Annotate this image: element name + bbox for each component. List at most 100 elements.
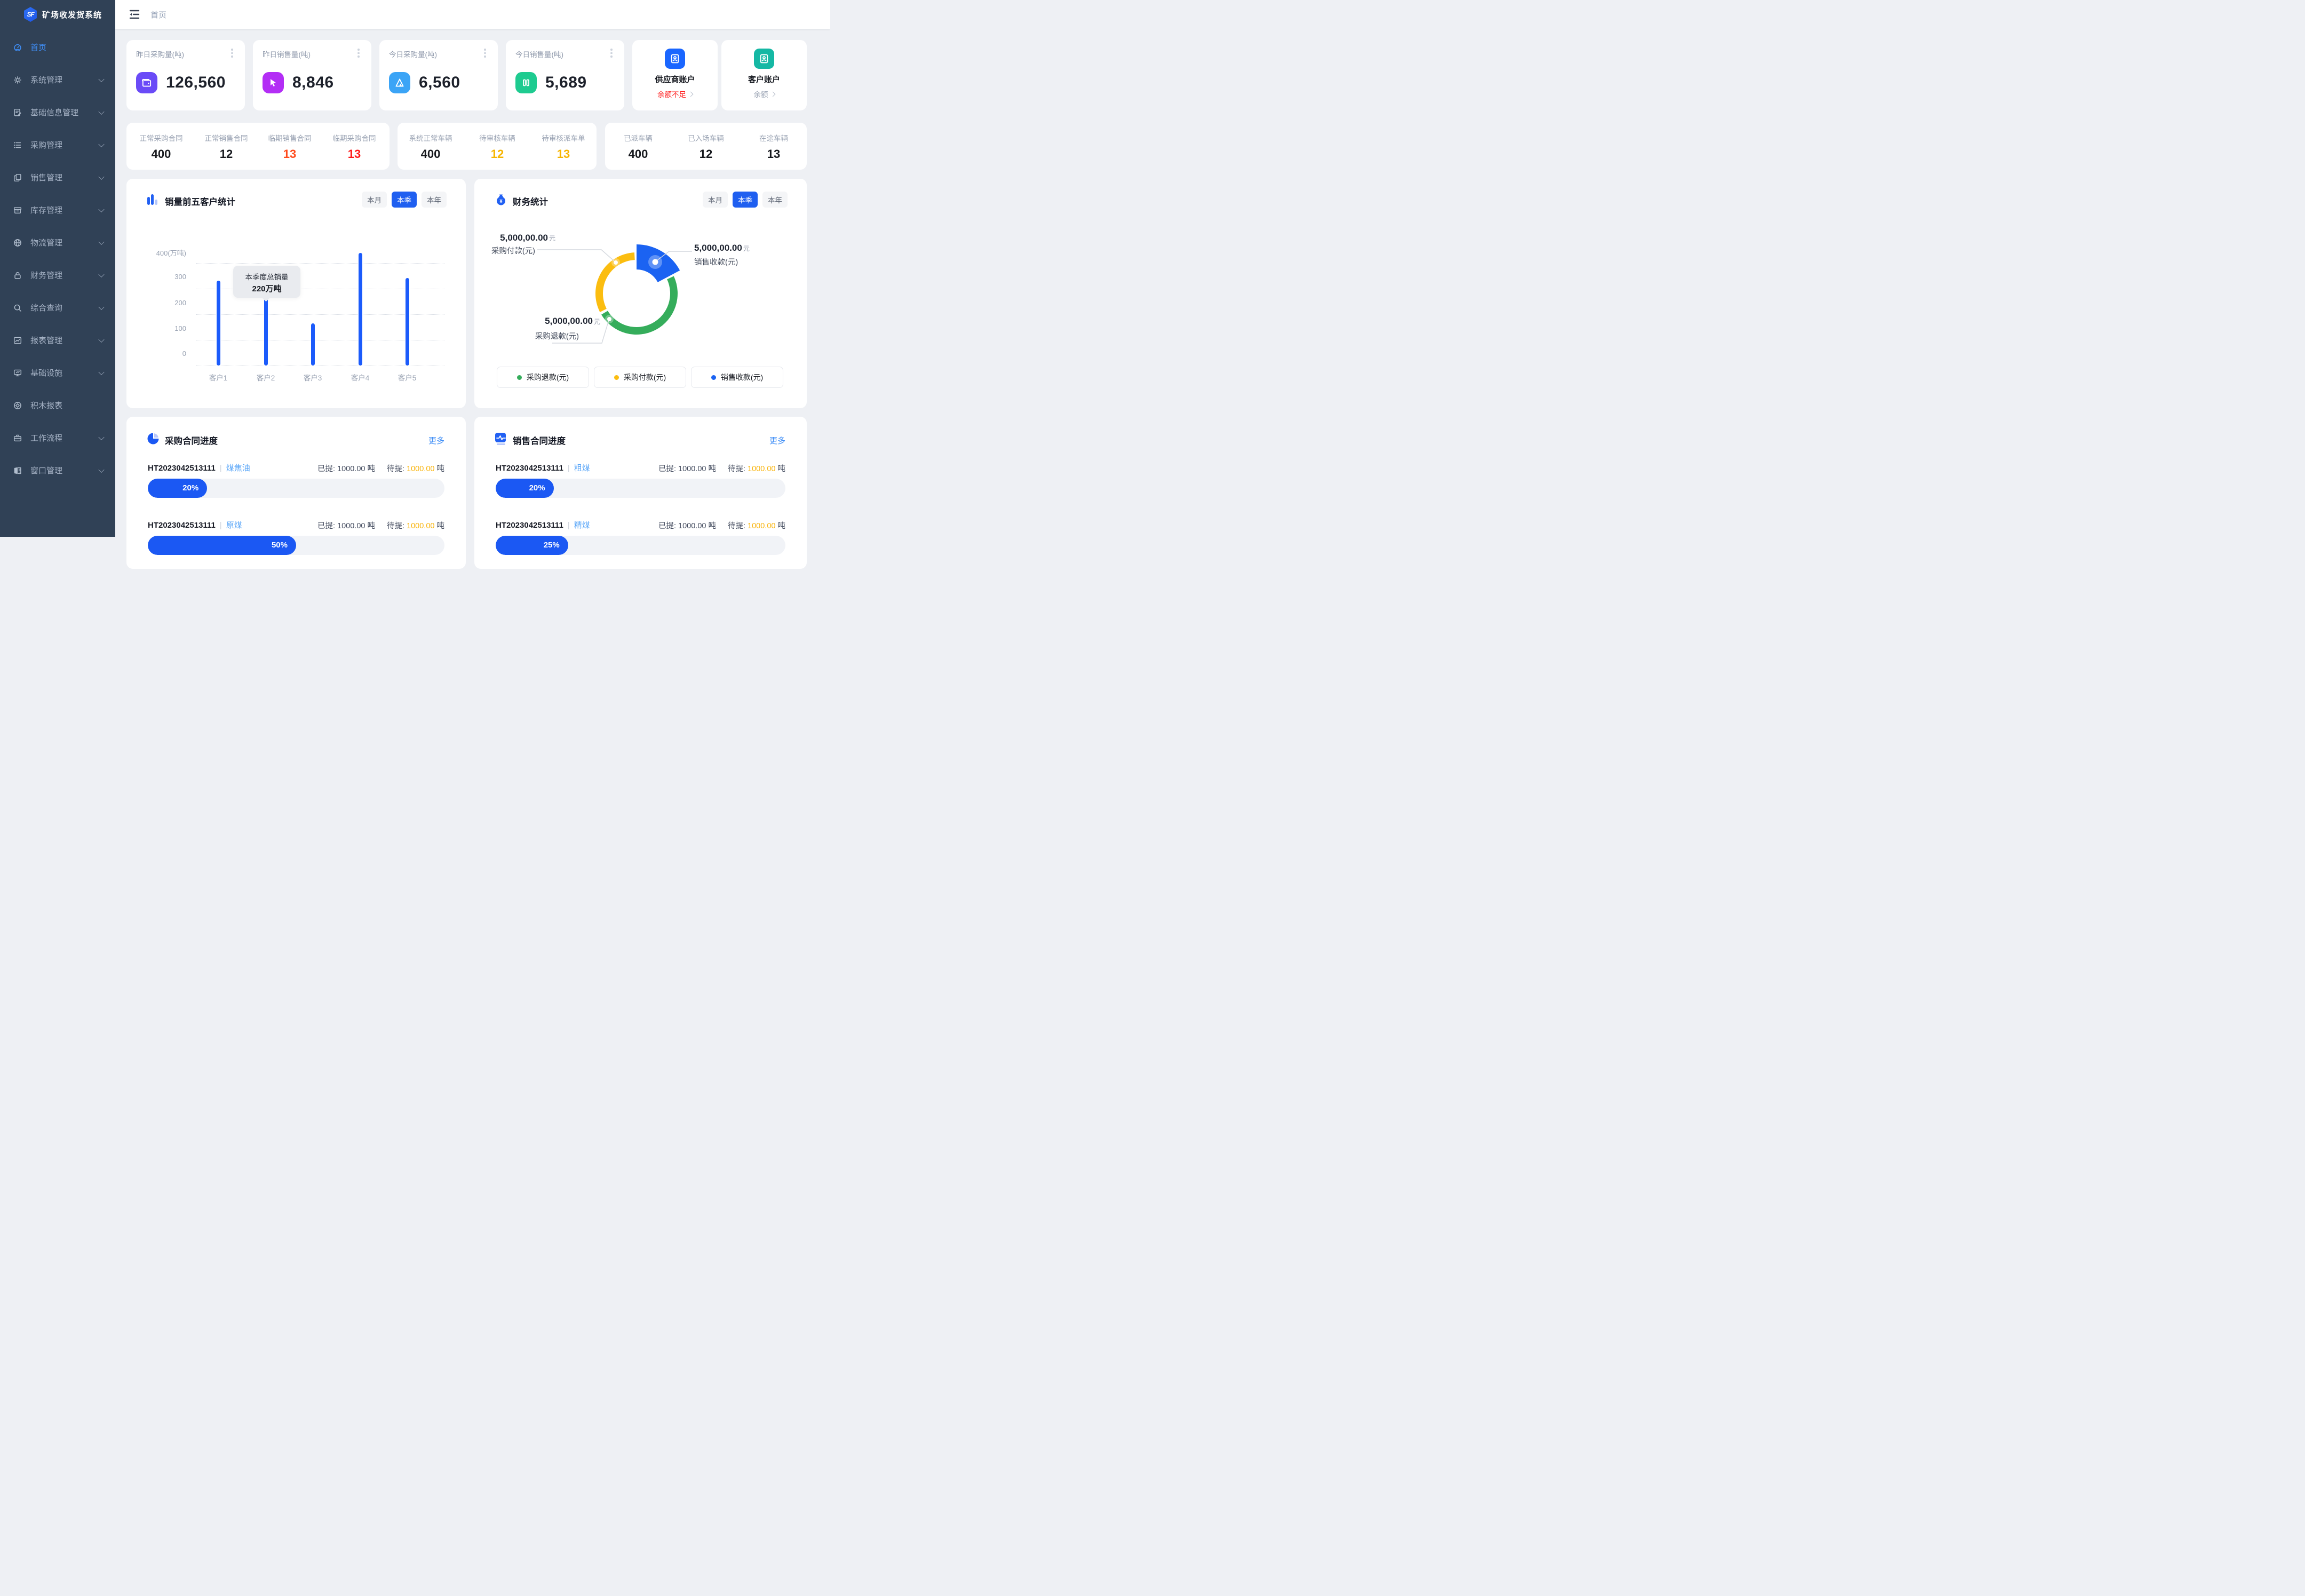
metric-card-today-purchase: 今日采购量(吨) 6,560	[379, 40, 498, 110]
progress-fill: 50%	[148, 536, 296, 555]
sidebar-item-query[interactable]: 综合查询	[0, 291, 115, 324]
sidebar-item-infrastructure[interactable]: 基础设施	[0, 356, 115, 389]
app-title: 矿场收发货系统	[42, 10, 102, 20]
y-axis-tick: 300	[174, 273, 186, 281]
bar-客户2[interactable]	[264, 298, 268, 366]
bar-客户4[interactable]	[358, 253, 362, 366]
contract-no: HT2023042513111	[496, 521, 563, 530]
more-link[interactable]: 更多	[769, 436, 785, 446]
stat-value: 12	[219, 147, 233, 161]
chevron-down-icon	[98, 304, 105, 310]
kebab-menu-icon[interactable]	[354, 49, 363, 59]
product-link[interactable]: 煤焦油	[226, 464, 250, 473]
pulse-chart-icon	[495, 432, 507, 445]
app-logo: SF 矿场收发货系统	[0, 0, 115, 29]
legend-item-pay[interactable]: 采购付款(元)	[594, 367, 686, 388]
progress-fill: 25%	[496, 536, 568, 555]
tab-quarter[interactable]: 本季	[392, 192, 417, 208]
metric-title: 今日采购量(吨)	[389, 51, 437, 59]
stat-value: 12	[490, 147, 504, 161]
account-title: 客户账户	[748, 75, 780, 84]
supplier-account-card[interactable]: 供应商账户 余额不足	[632, 40, 718, 110]
progress-bar: 25%	[496, 536, 785, 555]
chevron-down-icon	[98, 76, 105, 82]
contract-row: HT2023042513111 | 原煤 已提: 1000.00 吨待提: 1000…	[148, 521, 444, 530]
sidebar-item-window[interactable]: 窗口管理	[0, 454, 115, 487]
stat-label: 正常销售合同	[204, 134, 248, 142]
sidebar-item-finance[interactable]: 财务管理	[0, 259, 115, 291]
pause-bars-icon	[515, 72, 537, 93]
tab-year[interactable]: 本年	[762, 192, 788, 208]
stat-label: 待审核车辆	[479, 134, 515, 142]
window-icon	[13, 466, 22, 475]
legend-item-receive[interactable]: 销售收款(元)	[691, 367, 783, 388]
sidebar-item-workflow[interactable]: 工作流程	[0, 422, 115, 454]
chevron-down-icon	[98, 206, 105, 212]
more-link[interactable]: 更多	[428, 436, 444, 446]
kebab-menu-icon[interactable]	[481, 49, 489, 59]
wallet-icon	[136, 72, 157, 93]
tab-year[interactable]: 本年	[422, 192, 447, 208]
kebab-menu-icon[interactable]	[607, 49, 616, 59]
dashboard-icon	[13, 43, 22, 52]
cursor-icon	[263, 72, 284, 93]
sidebar-item-sales[interactable]: 销售管理	[0, 161, 115, 194]
chart-title: 销量前五客户统计	[165, 197, 235, 207]
sidebar-item-home[interactable]: 首页	[0, 31, 115, 63]
tab-month[interactable]: 本月	[703, 192, 728, 208]
monitor-icon	[13, 368, 22, 378]
stat-value: 13	[347, 147, 361, 161]
sidebar-item-reports[interactable]: 报表管理	[0, 324, 115, 356]
product-link[interactable]: 原煤	[226, 521, 242, 530]
kebab-menu-icon[interactable]	[228, 49, 236, 59]
stat-label: 待审核派车单	[542, 134, 585, 142]
sidebar-item-logistics[interactable]: 物流管理	[0, 226, 115, 259]
card-title: 采购合同进度	[165, 436, 218, 446]
bar-chart-icon	[147, 193, 160, 206]
stat-value: 400	[151, 147, 171, 161]
finance-stats-card: ¥ 财务统计 本月 本季 本年 5,000,00.00 元 采购付款(元) 5,0…	[474, 179, 807, 408]
account-status: 余额	[753, 91, 768, 99]
sidebar-item-jimu-report[interactable]: 积木报表	[0, 389, 115, 422]
topbar: 首页	[115, 0, 830, 29]
chart-title: 财务统计	[513, 197, 548, 207]
receive-label: 销售收款(元)	[694, 258, 738, 267]
gear-icon	[13, 75, 22, 85]
account-status: 余额不足	[657, 91, 686, 99]
bar-客户5[interactable]	[405, 278, 409, 366]
chevron-down-icon	[98, 466, 105, 473]
stat-value: 13	[767, 147, 781, 161]
menu-fold-icon[interactable]	[128, 8, 141, 21]
search-icon	[13, 303, 22, 313]
progress-bar: 20%	[148, 479, 444, 498]
x-axis-tick: 客户2	[256, 374, 275, 382]
y-axis-tick: 0	[182, 350, 186, 358]
vehicle-summary-card: 系统正常车辆 400 待审核车辆 12 待审核派车单 13	[398, 123, 597, 170]
sidebar-item-inventory[interactable]: 库存管理	[0, 194, 115, 226]
product-link[interactable]: 粗煤	[574, 464, 590, 473]
metric-card-yesterday-purchase: 昨日采购量(吨) 126,560	[126, 40, 245, 110]
product-link[interactable]: 精煤	[574, 521, 590, 530]
globe-icon	[13, 238, 22, 248]
metric-card-today-sales: 今日销售量(吨) 5,689	[506, 40, 624, 110]
pie-chart-icon	[147, 432, 160, 445]
customer-account-card[interactable]: 客户账户 余额	[721, 40, 807, 110]
breadcrumb[interactable]: 首页	[150, 11, 167, 20]
id-badge-icon	[665, 49, 685, 69]
bar-客户3[interactable]	[311, 323, 315, 366]
legend-item-refund[interactable]: 采购退款(元)	[497, 367, 589, 388]
sidebar-item-base-info[interactable]: 基础信息管理	[0, 96, 115, 129]
x-axis-tick: 客户3	[303, 374, 322, 382]
chevron-down-icon	[98, 239, 105, 245]
sidebar-item-system[interactable]: 系统管理	[0, 63, 115, 96]
stat-label: 临期采购合同	[332, 134, 376, 142]
progress-fill: 20%	[148, 479, 208, 498]
stat-label: 系统正常车辆	[409, 134, 452, 142]
tab-quarter[interactable]: 本季	[733, 192, 758, 208]
progress-fill: 20%	[496, 479, 554, 498]
bar-客户1[interactable]	[216, 280, 220, 366]
contract-row: HT2023042513111 | 精煤 已提: 1000.00 吨待提: 1000…	[496, 521, 785, 530]
tab-month[interactable]: 本月	[362, 192, 387, 208]
sidebar-item-purchase[interactable]: 采购管理	[0, 129, 115, 161]
x-axis-tick: 客户4	[351, 374, 370, 382]
